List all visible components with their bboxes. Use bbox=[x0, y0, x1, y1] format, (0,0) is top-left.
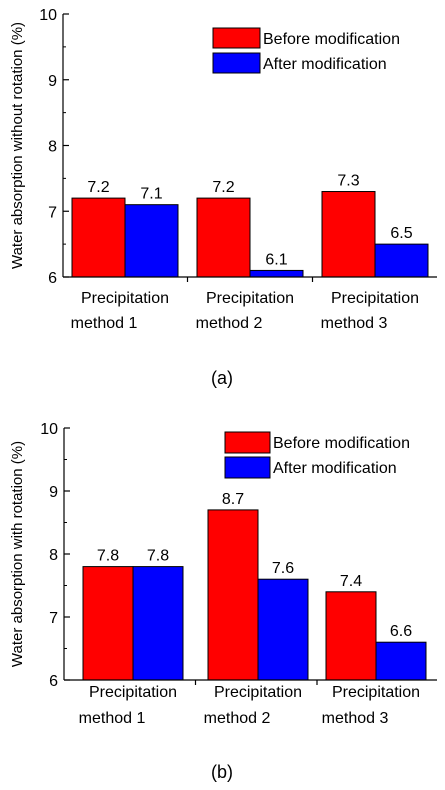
bar-after-1 bbox=[132, 566, 184, 681]
legend-swatch-after bbox=[224, 456, 271, 479]
bar-before-3 bbox=[321, 191, 376, 278]
data-label-before-2: 8.7 bbox=[222, 491, 244, 508]
category-label-1-line-2: method 1 bbox=[71, 315, 138, 332]
data-label-after-3: 6.6 bbox=[390, 623, 412, 640]
y-axis-title: Water absorption with rotation (%) bbox=[9, 441, 26, 667]
bar-after-2 bbox=[249, 269, 304, 278]
category-label-3-line-1: Precipitation bbox=[332, 684, 420, 701]
data-label-after-2: 7.6 bbox=[272, 560, 294, 577]
y-tick-label-9: 9 bbox=[48, 73, 57, 90]
y-axis-title: Water absorption without rotation (%) bbox=[9, 22, 26, 269]
data-label-before-2: 7.2 bbox=[212, 179, 234, 196]
legend-label-after: After modification bbox=[273, 460, 397, 477]
bar-before-1 bbox=[82, 566, 134, 681]
bar-before-1 bbox=[71, 197, 126, 278]
bar-after-2 bbox=[257, 578, 309, 681]
legend-swatch-before bbox=[224, 431, 271, 454]
legend-label-before: Before modification bbox=[273, 435, 410, 452]
data-label-after-1: 7.8 bbox=[147, 548, 169, 565]
y-tick-label-9: 9 bbox=[49, 484, 58, 501]
legend-swatch-after bbox=[212, 52, 261, 74]
data-label-after-1: 7.1 bbox=[140, 186, 162, 203]
panel-label: (b) bbox=[211, 762, 233, 782]
chart-panel-1: 7.2 7.2 7.3 7.1 6.1 6.5 6 7 8 9 10 Precipitation met… bbox=[9, 7, 437, 388]
legend-swatch-before bbox=[212, 27, 261, 49]
data-label-before-1: 7.8 bbox=[97, 548, 119, 565]
y-tick-label-6: 6 bbox=[48, 270, 57, 287]
category-label-2-line-2: method 2 bbox=[204, 710, 271, 727]
y-tick-label-7: 7 bbox=[48, 204, 57, 221]
category-label-2-line-1: Precipitation bbox=[206, 290, 294, 307]
bar-after-1 bbox=[124, 204, 179, 278]
legend-label-after: After modification bbox=[263, 56, 387, 73]
data-label-before-3: 7.3 bbox=[337, 173, 359, 190]
category-label-2-line-2: method 2 bbox=[196, 315, 263, 332]
y-tick-label-8: 8 bbox=[48, 139, 57, 156]
data-label-before-3: 7.4 bbox=[340, 573, 362, 590]
panel-label: (a) bbox=[211, 368, 233, 388]
y-tick-label-10: 10 bbox=[40, 421, 58, 438]
y-tick-label-10: 10 bbox=[39, 7, 57, 24]
y-tick-label-8: 8 bbox=[49, 547, 58, 564]
data-label-before-1: 7.2 bbox=[87, 179, 109, 196]
category-label-1-line-1: Precipitation bbox=[89, 684, 177, 701]
category-label-1-line-2: method 1 bbox=[79, 710, 146, 727]
legend-label-before: Before modification bbox=[263, 31, 400, 48]
bar-before-2 bbox=[207, 509, 259, 681]
data-label-after-2: 6.1 bbox=[265, 251, 287, 268]
bar-after-3 bbox=[374, 243, 429, 278]
data-label-after-3: 6.5 bbox=[390, 225, 412, 242]
bar-after-3 bbox=[375, 641, 427, 681]
y-tick-label-6: 6 bbox=[49, 673, 58, 690]
category-label-3-line-1: Precipitation bbox=[331, 290, 419, 307]
y-tick-label-7: 7 bbox=[49, 610, 58, 627]
category-label-3-line-2: method 3 bbox=[321, 315, 388, 332]
category-label-1-line-1: Precipitation bbox=[81, 290, 169, 307]
bar-before-2 bbox=[196, 197, 251, 278]
category-label-3-line-2: method 3 bbox=[322, 710, 389, 727]
chart-panel-2: 7.8 8.7 7.4 7.8 7.6 6.6 6 7 8 9 10 Precipitation met… bbox=[9, 421, 437, 782]
category-label-2-line-1: Precipitation bbox=[214, 684, 302, 701]
bar-before-3 bbox=[325, 591, 377, 681]
